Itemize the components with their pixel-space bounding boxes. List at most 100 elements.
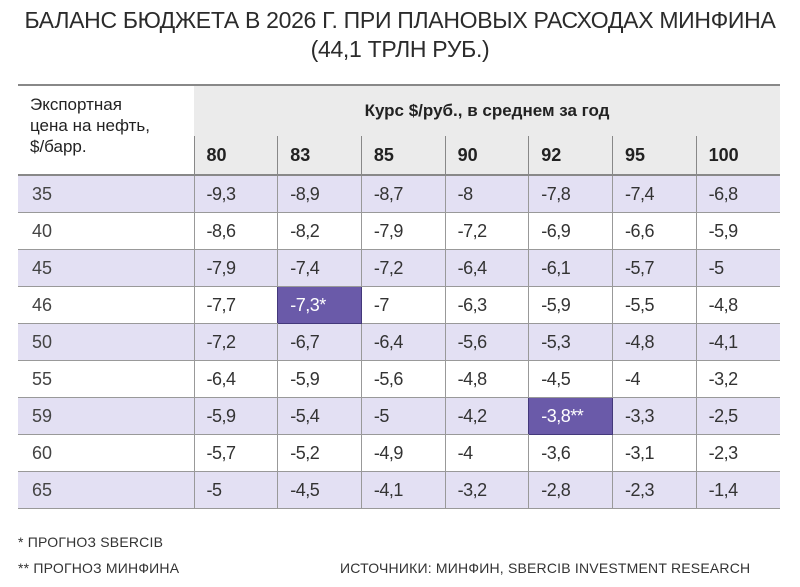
column-header-cell: 83 [277,136,362,176]
table-row: 59 -5,9 -5,4 -5 -4,2 -3,8** -3,3 -2,5 [18,397,780,435]
table-row: 60 -5,7 -5,2 -4,9 -4 -3,6 -3,1 -2,3 [18,434,780,472]
table-cell: -2,3 [695,434,780,472]
table-cell: -5 [695,249,780,287]
table-body: 35 -9,3 -8,9 -8,7 -8 -7,8 -7,4 -6,8 40 -8,6 -8,2 -7… [18,175,780,509]
column-axis-header: Курс $/руб., в среднем за год [194,84,780,136]
table-cell: -5,9 [528,286,613,324]
title-line-1: БАЛАНС БЮДЖЕТА В 2026 Г. ПРИ ПЛАНОВЫХ РА… [24,7,776,33]
column-header-cell: 85 [360,136,446,176]
row-axis-header-line: Экспортная [30,95,122,114]
table-cell: -3,1 [611,434,697,472]
footnote-sbercib: * ПРОГНОЗ SBERCIB [18,534,164,550]
table-cell: -6,3 [444,286,529,324]
highlighted-cell: -7,3* [277,286,362,324]
table-cell: -7,9 [360,212,446,250]
table-cell: -7,2 [360,249,446,287]
row-label: 40 [18,212,195,250]
table-cell: -1,4 [695,471,780,509]
title-line-2: (44,1 ТРЛН РУБ.) [310,36,490,62]
row-label: 45 [18,249,195,287]
source-note: ИСТОЧНИКИ: МИНФИН, SBERCIB INVESTMENT RE… [340,560,751,576]
column-header-cell: 100 [695,136,780,176]
table-cell: -6,9 [528,212,613,250]
row-label: 59 [18,397,195,435]
row-axis-header-line: $/барр. [30,137,87,156]
highlighted-cell: -3,8** [528,397,613,435]
table-cell: -4 [611,360,697,398]
table-cell: -5,9 [193,397,278,435]
column-header-cell: 95 [611,136,697,176]
table-row: 65 -5 -4,5 -4,1 -3,2 -2,8 -2,3 -1,4 [18,471,780,509]
table-cell: -7,7 [193,286,278,324]
column-header-cell: 92 [528,136,613,176]
table-cell: -8 [444,175,529,213]
table-cell: -7,4 [277,249,362,287]
table-row: 45 -7,9 -7,4 -7,2 -6,4 -6,1 -5,7 -5 [18,249,780,287]
table-cell: -3,3 [611,397,697,435]
table-cell: -8,7 [360,175,446,213]
table-cell: -6,1 [528,249,613,287]
table-cell: -5,9 [695,212,780,250]
table-cell: -4,8 [611,323,697,361]
table-cell: -5,7 [193,434,278,472]
table-cell: -6,4 [360,323,446,361]
chart-title: БАЛАНС БЮДЖЕТА В 2026 Г. ПРИ ПЛАНОВЫХ РА… [0,6,800,64]
column-header-row: 80 83 85 90 92 95 100 [18,136,780,176]
table-row: 50 -7,2 -6,7 -6,4 -5,6 -5,3 -4,8 -4,1 [18,323,780,361]
table-cell: -7,4 [611,175,697,213]
table-cell: -3,2 [695,360,780,398]
table-cell: -2,3 [611,471,697,509]
column-header-cell: 80 [193,136,278,176]
table-row: 40 -8,6 -8,2 -7,9 -7,2 -6,9 -6,6 -5,9 [18,212,780,250]
table-cell: -8,6 [193,212,278,250]
table-cell: -7,9 [193,249,278,287]
row-label: 55 [18,360,195,398]
budget-table: Экспортная цена на нефть, $/барр. Курс $… [18,84,780,509]
table-cell: -5,3 [528,323,613,361]
table-cell: -7,8 [528,175,613,213]
table-cell: -4,5 [528,360,613,398]
table-cell: -7 [360,286,446,324]
table-cell: -5,6 [360,360,446,398]
table-cell: -5,9 [277,360,362,398]
table-cell: -3,2 [444,471,529,509]
table-cell: -8,2 [277,212,362,250]
table-cell: -6,4 [444,249,529,287]
row-label: 50 [18,323,195,361]
table-row: 46 -7,7 -7,3* -7 -6,3 -5,9 -5,5 -4,8 [18,286,780,324]
table-row: 55 -6,4 -5,9 -5,6 -4,8 -4,5 -4 -3,2 [18,360,780,398]
row-axis-header-line: цена на нефть, [30,116,150,135]
table-cell: -6,6 [611,212,697,250]
table-cell: -7,2 [444,212,529,250]
table-cell: -5,7 [611,249,697,287]
table-cell: -5,6 [444,323,529,361]
table-cell: -4,8 [695,286,780,324]
table-cell: -4,1 [360,471,446,509]
table-cell: -6,4 [193,360,278,398]
table-cell: -6,7 [277,323,362,361]
table-cell: -5 [360,397,446,435]
table-cell: -5,2 [277,434,362,472]
table-cell: -4,2 [444,397,529,435]
row-label: 60 [18,434,195,472]
table-cell: -3,6 [528,434,613,472]
row-label: 35 [18,175,195,213]
table-cell: -5 [193,471,278,509]
row-label: 65 [18,471,195,509]
table-cell: -2,5 [695,397,780,435]
table-cell: -5,5 [611,286,697,324]
table-cell: -4 [444,434,529,472]
row-axis-header: Экспортная цена на нефть, $/барр. [18,84,195,176]
table-cell: -4,8 [444,360,529,398]
column-header-cell: 90 [444,136,529,176]
table-cell: -4,5 [277,471,362,509]
table-cell: -4,9 [360,434,446,472]
table-cell: -5,4 [277,397,362,435]
table-cell: -6,8 [695,175,780,213]
footnote-minfin: ** ПРОГНОЗ МИНФИНА [18,560,180,576]
table-cell: -8,9 [277,175,362,213]
row-label: 46 [18,286,195,324]
table-cell: -9,3 [193,175,278,213]
table-cell: -2,8 [528,471,613,509]
table-cell: -7,2 [193,323,278,361]
